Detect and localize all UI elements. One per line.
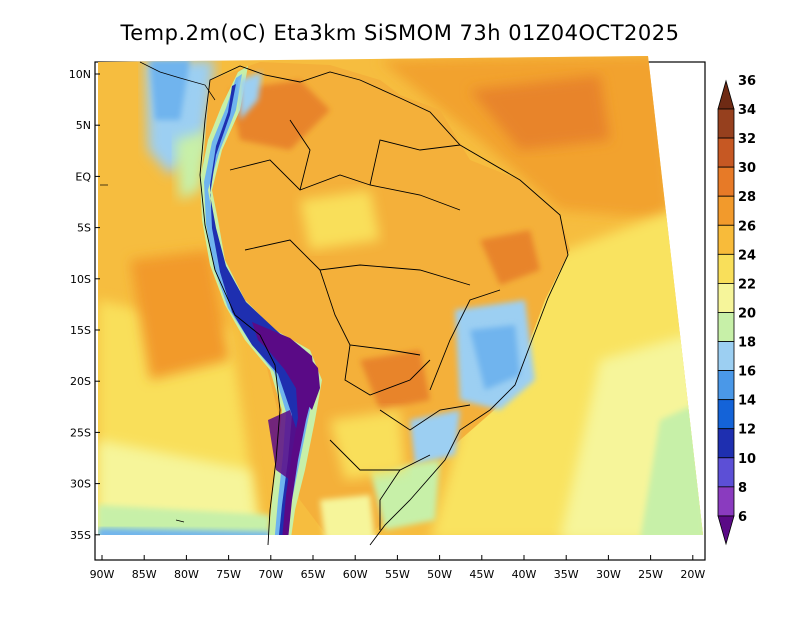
colorbar-label: 24 [738, 248, 756, 263]
lat-tick-label: 5N [76, 119, 91, 132]
colorbar-segment [717, 399, 735, 430]
colorbar-legend: 6 8 10 12 14 16 18 20 22 24 26 28 30 32 34 36 [717, 74, 756, 546]
lat-tick-label: 35S [70, 529, 91, 542]
lon-tick-label: 75W [216, 568, 241, 581]
lon-tick-label: 50W [427, 568, 452, 581]
colorbar-label: 12 [738, 423, 756, 438]
colorbar-label: 28 [738, 190, 756, 205]
lat-tick-label: EQ [75, 170, 91, 183]
colorbar-label: 16 [738, 365, 756, 380]
colorbar-label: 36 [738, 74, 756, 89]
lon-tick-label: 20W [680, 568, 705, 581]
colorbar-segment [717, 282, 735, 313]
colorbar-segment [717, 166, 735, 197]
longitude-axis: 90W 85W 80W 75W 70W 65W 60W 55W 50W 45W 40W 35W 30W 2… [90, 555, 705, 581]
colorbar-label: 20 [738, 306, 756, 321]
lon-tick-label: 30W [596, 568, 621, 581]
colorbar-segment [717, 341, 735, 371]
coastline [100, 61, 216, 523]
colorbar-label: 14 [738, 394, 756, 409]
colorbar-segment [717, 195, 735, 226]
colorbar-label: 34 [738, 103, 756, 118]
colorbar-top-arrow [717, 79, 735, 110]
colorbar-segment [717, 224, 735, 255]
colorbar-label: 8 [738, 481, 747, 496]
colorbar-label: 18 [738, 336, 756, 351]
lat-tick-label: 10S [70, 273, 91, 286]
lon-tick-label: 45W [469, 568, 494, 581]
country-boundaries [199, 65, 569, 546]
latitude-axis: 10N 5N EQ 5S 10S 15S 20S 25S 30S 35S [69, 68, 100, 542]
lon-tick-label: 25W [638, 568, 663, 581]
colorbar-segment [717, 457, 735, 488]
lon-tick-label: 65W [301, 568, 326, 581]
colorbar-label: 10 [738, 452, 756, 467]
lon-tick-label: 35W [554, 568, 579, 581]
lat-tick-label: 15S [70, 324, 91, 337]
colorbar-segment [717, 370, 735, 401]
colorbar-label: 6 [738, 510, 747, 525]
map-title: Temp.2m(oC) Eta3km SiSMOM 73h 01Z04OCT20… [120, 21, 680, 45]
colorbar-label: 26 [738, 219, 756, 234]
lat-tick-label: 20S [70, 375, 91, 388]
colorbar-segment [717, 312, 735, 342]
lat-tick-label: 5S [77, 222, 91, 235]
colorbar-label: 22 [738, 277, 756, 292]
temperature-field [98, 56, 703, 535]
colorbar-label: 32 [738, 132, 756, 147]
lon-tick-label: 90W [90, 568, 115, 581]
colorbar-label: 30 [738, 161, 756, 176]
lon-tick-label: 40W [512, 568, 537, 581]
lon-tick-label: 60W [343, 568, 368, 581]
lon-tick-label: 85W [132, 568, 157, 581]
colorbar-segment [717, 108, 735, 139]
colorbar-segment [717, 428, 735, 459]
colorbar-segment [717, 486, 735, 517]
colorbar-segment [717, 253, 735, 284]
lon-tick-label: 70W [258, 568, 283, 581]
lat-tick-label: 25S [70, 426, 91, 439]
lat-tick-label: 30S [70, 478, 91, 491]
colorbar-bottom-arrow [717, 515, 735, 546]
lat-tick-label: 10N [69, 68, 91, 81]
lon-tick-label: 55W [385, 568, 410, 581]
colorbar-segment [717, 137, 735, 168]
lon-tick-label: 80W [174, 568, 199, 581]
